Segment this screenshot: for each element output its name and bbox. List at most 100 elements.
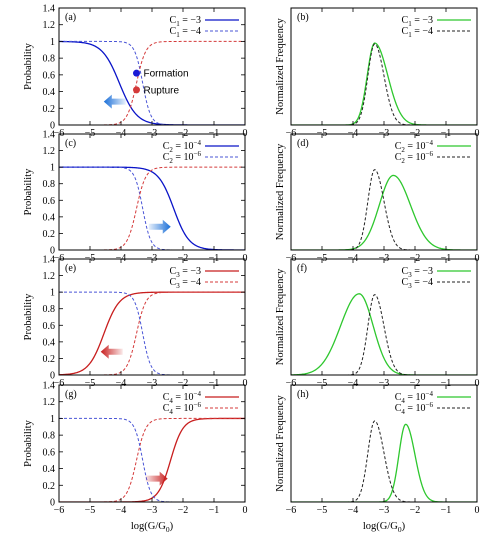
- y-tick-label: 1.2: [43, 271, 56, 282]
- y-tick-label: 1.2: [43, 397, 56, 408]
- y-tick-label: 0: [50, 498, 55, 509]
- y-tick-label: 1: [50, 37, 55, 48]
- x-tick-label: 0: [475, 378, 480, 389]
- x-tick-label: −4: [116, 505, 127, 516]
- y-axis-label: Probability: [23, 168, 34, 215]
- x-tick-label: −2: [178, 378, 189, 389]
- series-line-2: [291, 294, 477, 375]
- x-tick-label: −2: [178, 505, 189, 516]
- y-tick-label: 0.6: [43, 70, 56, 81]
- x-tick-label: 0: [243, 505, 248, 516]
- legend-label: C1 = −4: [170, 26, 201, 39]
- series-line-1: [59, 166, 245, 250]
- y-tick-label: 0.8: [43, 54, 56, 65]
- curves: [59, 166, 245, 250]
- legend-label: C4 = 10−6: [163, 401, 202, 416]
- legend-label: C2 = 10−4: [163, 139, 202, 154]
- x-axis-label: log(G/G0): [363, 521, 406, 534]
- legend-label: C2 = 10−6: [163, 150, 202, 165]
- y-tick-label: 1.4: [43, 4, 56, 15]
- y-tick-label: 0: [50, 371, 55, 382]
- y-tick-label: 1.4: [43, 381, 56, 392]
- legend-label: C3 = −3: [170, 266, 201, 279]
- panel-g: −6 −5 −4 −3 −2 −1 0 0 0.2 0.4 0.6 0.8 1 1.2 1.4 Probabi…: [23, 381, 248, 535]
- annotation-label: Formation: [144, 69, 189, 80]
- x-tick-label: −3: [147, 505, 158, 516]
- panel-e: −6 −5 −4 −3 −2 −1 0 0 0.2 0.4 0.6 0.8 1 1.2 1.4 Probabi…: [23, 255, 248, 390]
- shift-arrow-icon: [103, 94, 126, 109]
- annotation-label: Rupture: [144, 85, 180, 96]
- panel-label: (c): [65, 138, 76, 149]
- y-tick-label: 0.8: [43, 304, 56, 315]
- legend-label: C4 = 10−4: [163, 390, 202, 405]
- x-tick-label: −1: [209, 505, 220, 516]
- panel-h: −6 −5 −4 −3 −2 −1 0 Normalized Frequency log(G/G…: [275, 384, 480, 534]
- series-line-1: [291, 293, 477, 375]
- panel-f: −6 −5 −4 −3 −2 −1 0 Normalized Frequency (f) C3 =…: [275, 258, 480, 389]
- y-tick-label: 0.6: [43, 196, 56, 207]
- y-tick-label: 1: [50, 414, 55, 425]
- plot-frame: [290, 384, 478, 503]
- y-axis-label: Probability: [23, 42, 34, 89]
- shift-arrow-icon: [148, 219, 171, 234]
- y-axis-label: Normalized Frequency: [275, 18, 286, 115]
- series-line-1: [291, 174, 477, 250]
- panel-label: (g): [65, 389, 77, 400]
- x-tick-label: −4: [348, 378, 359, 389]
- curves: [291, 169, 477, 250]
- series-line-1: [59, 417, 245, 502]
- curves: [291, 293, 477, 375]
- y-tick-label: 0.2: [43, 354, 56, 365]
- y-tick-label: 1.2: [43, 20, 56, 31]
- plot-frame: [290, 7, 478, 126]
- x-tick-label: 0: [243, 378, 248, 389]
- x-tick-label: −6: [286, 378, 297, 389]
- panel-label: (f): [297, 263, 307, 274]
- y-axis-label: Probability: [23, 419, 34, 466]
- shift-arrow-icon: [145, 471, 168, 486]
- x-tick-label: −6: [54, 378, 65, 389]
- y-tick-label: 0.4: [43, 87, 56, 98]
- x-tick-label: −1: [209, 378, 220, 389]
- legend-label: C4 = 10−4: [395, 390, 434, 405]
- series-line-2: [59, 40, 245, 125]
- x-tick-label: −4: [348, 505, 359, 516]
- annotation-marker: [133, 69, 140, 77]
- y-tick-label: 0: [50, 121, 55, 132]
- curves: [59, 40, 245, 125]
- series-line-1: [59, 40, 245, 125]
- y-tick-label: 0.4: [43, 337, 56, 348]
- y-tick-label: 1: [50, 288, 55, 299]
- y-tick-label: 0.6: [43, 447, 56, 458]
- y-tick-label: 0: [50, 246, 55, 257]
- y-tick-label: 0.8: [43, 179, 56, 190]
- legend-label: C3 = −4: [170, 277, 201, 290]
- x-tick-label: −2: [410, 378, 421, 389]
- series-line-2: [291, 420, 477, 502]
- panel-c: −6 −5 −4 −3 −2 −1 000.20.40.60.811.21.4Probabi…: [23, 130, 248, 265]
- x-tick-label: −5: [85, 378, 96, 389]
- y-tick-label: 0.2: [43, 104, 56, 115]
- legend-label: C3 = −4: [402, 277, 433, 290]
- y-tick-label: 1.4: [43, 130, 56, 141]
- series-line-3: [59, 291, 245, 375]
- x-tick-label: −2: [410, 505, 421, 516]
- series-line-2: [59, 291, 245, 375]
- x-tick-label: −3: [379, 378, 390, 389]
- legend-label: C3 = −3: [402, 266, 433, 279]
- series-line-2: [291, 43, 477, 125]
- x-tick-label: 0: [475, 505, 480, 516]
- panel-label: (h): [297, 389, 309, 400]
- legend-label: C1 = −3: [170, 15, 201, 28]
- panel-label: (d): [297, 138, 309, 149]
- legend-label: C2 = 10−6: [395, 150, 434, 165]
- y-tick-label: 0.6: [43, 321, 56, 332]
- series-line-2: [291, 169, 477, 250]
- curves: [291, 42, 477, 125]
- y-axis-label: Normalized Frequency: [275, 143, 286, 240]
- y-axis-label: Probability: [23, 293, 34, 340]
- plot-frame: [58, 384, 246, 503]
- plot-frame: [58, 258, 246, 376]
